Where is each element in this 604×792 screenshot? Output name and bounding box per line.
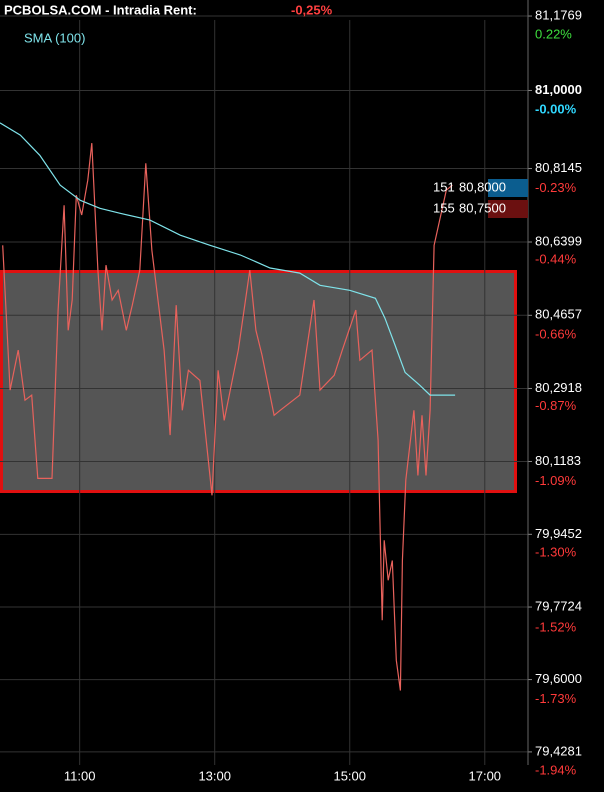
y-tick-label: 79,9452 [535,526,582,541]
y2-tick-label: 0.22% [535,26,572,41]
y2-tick-label: -0.00% [535,101,577,116]
y2-tick-label: -0.87% [535,398,577,413]
y2-tick-label: -1.52% [535,619,577,634]
y-tick-label: 80,8145 [535,160,582,175]
quote-price: 80,7500 [459,200,506,215]
x-tick-label: 17:00 [469,768,502,783]
y-tick-label: 80,2918 [535,380,582,395]
quote-size: 155 [433,200,455,215]
y2-tick-label: -0.44% [535,251,577,266]
quote-size: 151 [433,179,455,194]
highlight-box [0,270,517,493]
change: -0,25% [291,2,333,17]
y-tick-label: 80,6399 [535,233,582,248]
x-tick-label: 13:00 [198,768,231,783]
x-tick-label: 15:00 [333,768,366,783]
y-tick-label: 81,0000 [535,82,582,97]
quote-box [488,200,528,218]
y-tick-label: 80,4657 [535,307,582,322]
y2-tick-label: -1.94% [535,762,577,777]
price-line [0,122,456,396]
y-tick-label: 79,6000 [535,671,582,686]
y2-tick-label: -1.73% [535,691,577,706]
y-tick-label: 79,7724 [535,598,582,613]
plot [0,122,456,691]
labels: 11:00 13:00 15:00 17:00 81,1769 81,0000 80,814… [24,7,582,783]
chart-title: PCBOLSA.COM - Intradia Rent: [4,2,197,17]
y-tick-label: 81,1769 [535,7,582,22]
quote-price: 80,8000 [459,179,506,194]
y2-tick-label: -0.66% [535,326,577,341]
quote-box [488,179,528,197]
y-tick-label: 80,1183 [535,453,581,468]
legend-entry: SMA (100) [24,30,85,45]
y2-tick-label: -1.30% [535,544,577,559]
y2-tick-label: -0.23% [535,180,577,195]
grid [0,0,532,765]
y2-tick-label: -1.09% [535,473,577,488]
y-tick-label: 79,4281 [535,743,582,758]
x-tick-label: 11:00 [64,768,96,783]
price-line [2,143,453,691]
